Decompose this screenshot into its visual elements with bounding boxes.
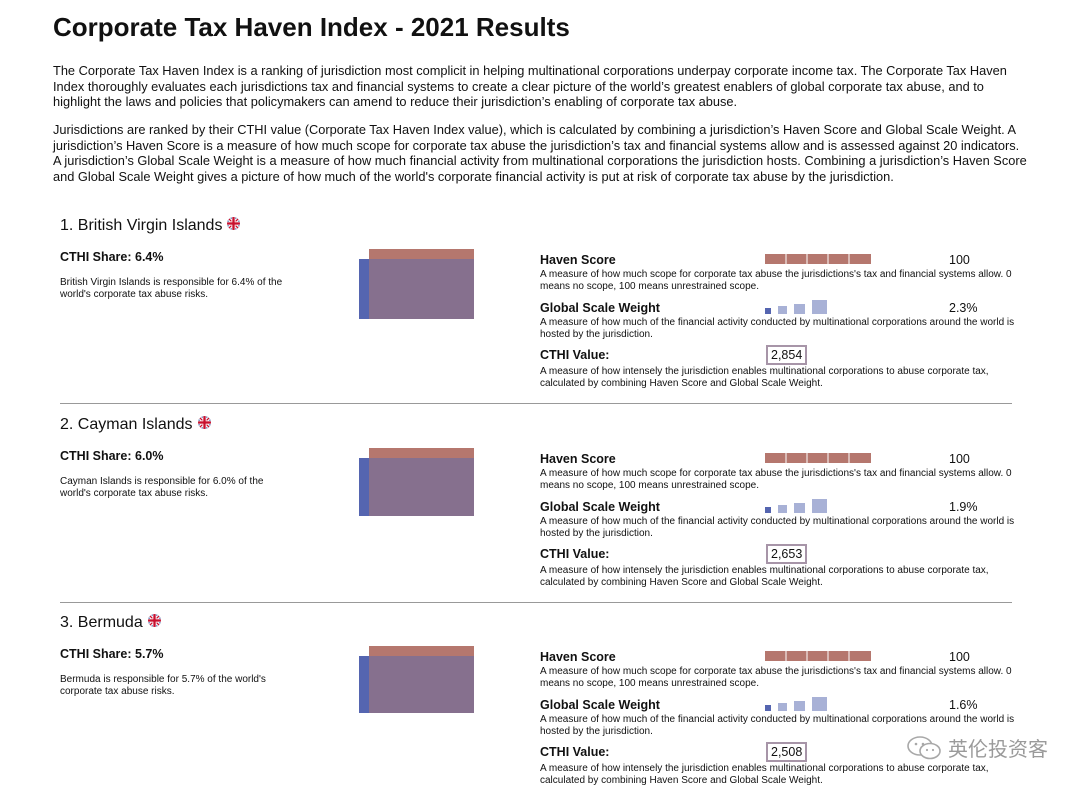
cthi-value-label: CTHI Value: bbox=[540, 547, 610, 561]
haven-score-bar bbox=[765, 453, 871, 463]
cthi-share-label: CTHI Share: 5.7% bbox=[60, 647, 164, 661]
uk-flag-icon bbox=[227, 216, 241, 230]
share-chart-top-bar bbox=[369, 448, 474, 458]
intro-paragraph-1: The Corporate Tax Haven Index is a ranki… bbox=[53, 63, 1007, 110]
cthi-share-chart bbox=[359, 448, 474, 516]
entry-divider bbox=[60, 602, 1012, 603]
jurisdiction-entry: 1. British Virgin Islands CTHI Share: 6.… bbox=[53, 216, 1014, 412]
cthi-share-description: Bermuda is responsible for 5.7% of the w… bbox=[60, 674, 266, 697]
haven-score-label: Haven Score bbox=[540, 452, 616, 466]
page-title: Corporate Tax Haven Index - 2021 Results bbox=[53, 12, 570, 42]
share-chart-main-block bbox=[369, 458, 474, 516]
watermark-text: 英伦投资客 bbox=[948, 739, 1048, 761]
haven-score-label: Haven Score bbox=[540, 650, 616, 664]
cthi-share-label: CTHI Share: 6.0% bbox=[60, 449, 164, 463]
gsw-blocks bbox=[765, 697, 827, 711]
gsw-label: Global Scale Weight bbox=[540, 698, 660, 712]
share-chart-side-bar bbox=[359, 656, 369, 713]
haven-score-bar bbox=[765, 651, 871, 661]
jurisdiction-entry: 3. Bermuda CTHI Share: 5.7% Bermuda is r… bbox=[53, 613, 1014, 809]
intro-paragraph-2: Jurisdictions are ranked by their CTHI v… bbox=[53, 122, 1027, 184]
gsw-description: A measure of how much of the financial a… bbox=[540, 516, 1015, 539]
jurisdiction-title: 1. British Virgin Islands bbox=[60, 216, 241, 235]
uk-flag-icon bbox=[147, 613, 161, 627]
cthi-value-label: CTHI Value: bbox=[540, 745, 610, 759]
share-chart-side-bar bbox=[359, 259, 369, 319]
haven-score-value: 100 bbox=[949, 253, 970, 267]
gsw-blocks bbox=[765, 300, 827, 314]
jurisdiction-entry: 2. Cayman Islands CTHI Share: 6.0% Cayma… bbox=[53, 415, 1014, 611]
cthi-value-box: 2,854 bbox=[766, 345, 808, 365]
gsw-blocks bbox=[765, 499, 827, 513]
gsw-value: 1.6% bbox=[949, 698, 978, 712]
cthi-share-label: CTHI Share: 6.4% bbox=[60, 250, 164, 264]
entry-divider bbox=[60, 403, 1012, 404]
cthi-value-box: 2,508 bbox=[766, 742, 808, 762]
haven-score-bar bbox=[765, 254, 871, 264]
gsw-value: 2.3% bbox=[949, 301, 978, 315]
gsw-description: A measure of how much of the financial a… bbox=[540, 317, 1015, 340]
cthi-value-description: A measure of how intensely the jurisdict… bbox=[540, 763, 989, 786]
cthi-value-description: A measure of how intensely the jurisdict… bbox=[540, 565, 989, 588]
gsw-description: A measure of how much of the financial a… bbox=[540, 714, 1015, 737]
jurisdiction-name: 3. Bermuda bbox=[60, 614, 143, 631]
cthi-share-description: Cayman Islands is responsible for 6.0% o… bbox=[60, 476, 264, 499]
wechat-icon bbox=[907, 735, 941, 759]
share-chart-main-block bbox=[369, 656, 474, 713]
haven-score-description: A measure of how much scope for corporat… bbox=[540, 269, 1012, 292]
haven-score-description: A measure of how much scope for corporat… bbox=[540, 666, 1012, 689]
jurisdiction-name: 1. British Virgin Islands bbox=[60, 217, 223, 234]
haven-score-label: Haven Score bbox=[540, 253, 616, 267]
gsw-label: Global Scale Weight bbox=[540, 500, 660, 514]
uk-flag-icon bbox=[197, 415, 211, 429]
share-chart-top-bar bbox=[369, 249, 474, 259]
cthi-share-chart bbox=[359, 646, 474, 713]
jurisdiction-title: 3. Bermuda bbox=[60, 613, 161, 632]
share-chart-side-bar bbox=[359, 458, 369, 516]
watermark: 英伦投资客 bbox=[906, 733, 1048, 762]
gsw-label: Global Scale Weight bbox=[540, 301, 660, 315]
haven-score-description: A measure of how much scope for corporat… bbox=[540, 468, 1012, 491]
jurisdiction-title: 2. Cayman Islands bbox=[60, 415, 211, 434]
cthi-value-label: CTHI Value: bbox=[540, 348, 610, 362]
haven-score-value: 100 bbox=[949, 452, 970, 466]
cthi-value-description: A measure of how intensely the jurisdict… bbox=[540, 366, 989, 389]
share-chart-main-block bbox=[369, 259, 474, 319]
cthi-value-box: 2,653 bbox=[766, 544, 808, 564]
jurisdiction-name: 2. Cayman Islands bbox=[60, 416, 193, 433]
cthi-share-chart bbox=[359, 249, 474, 319]
gsw-value: 1.9% bbox=[949, 500, 978, 514]
share-chart-top-bar bbox=[369, 646, 474, 656]
haven-score-value: 100 bbox=[949, 650, 970, 664]
cthi-share-description: British Virgin Islands is responsible fo… bbox=[60, 277, 283, 300]
